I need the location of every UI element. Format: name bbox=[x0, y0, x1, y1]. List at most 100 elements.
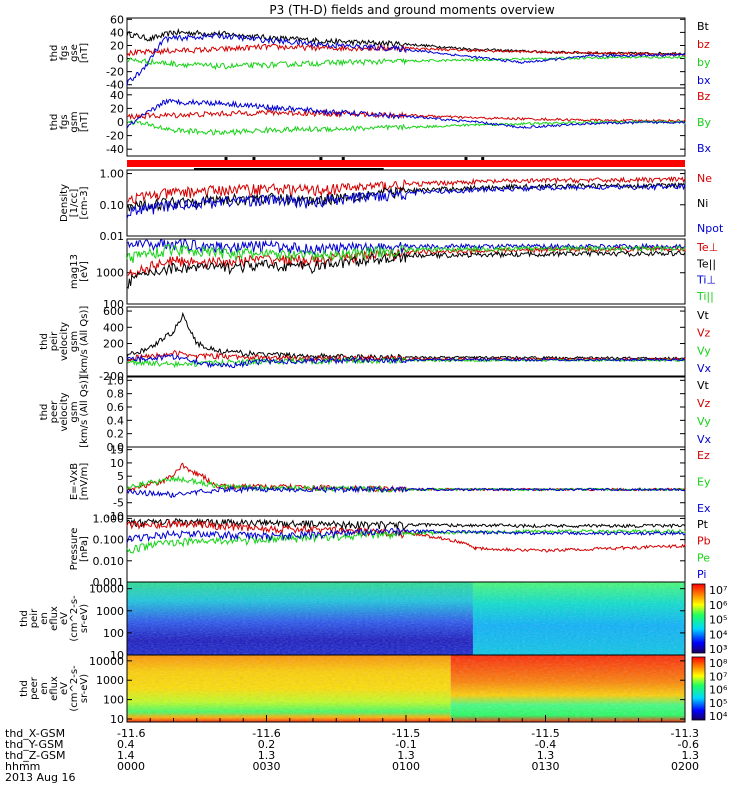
series-group-pressure bbox=[126, 517, 686, 554]
x-tick-label-y-gsm: 0.4 bbox=[117, 738, 135, 751]
legend-pb: Pb bbox=[697, 535, 711, 548]
y-tick-label: 0.10 bbox=[100, 199, 125, 212]
y-tick-label: 1.000 bbox=[93, 512, 125, 525]
series-bz bbox=[126, 43, 686, 57]
y-axis-label: Pressure bbox=[69, 528, 80, 571]
legend-bz: Bz bbox=[697, 90, 711, 103]
y-axis-label: sr-eV) bbox=[79, 604, 90, 633]
legend-ey: Ey bbox=[697, 476, 711, 489]
x-tick-label-z-gsm: 1.3 bbox=[258, 749, 276, 762]
panel-temperature: 1000 100 mag13 [eV] Te⊥ Te|| Ti⊥ Ti|| bbox=[69, 238, 718, 311]
series-ne bbox=[126, 175, 686, 205]
y-axis-label: thd bbox=[49, 114, 60, 131]
y-axis-label: peer bbox=[49, 400, 60, 424]
y-tick-label: 0.010 bbox=[93, 555, 125, 568]
series-bx bbox=[126, 98, 686, 129]
y-axis-label: thd bbox=[19, 680, 30, 697]
panel-pressure: 1.000 0.100 0.010 0.001 Pressure [nPa] Pt Pb Pe P… bbox=[69, 512, 711, 589]
x-tick-label-hhmm: 0000 bbox=[117, 760, 145, 773]
legend-pt: Pt bbox=[697, 518, 709, 531]
legend-vz: Vz bbox=[697, 327, 711, 340]
legend-bx: bx bbox=[697, 74, 711, 87]
y-tick-label: 100 bbox=[103, 298, 124, 311]
x-tick-label-x-gsm: -11.6 bbox=[252, 727, 280, 740]
y-axis-label: thd bbox=[39, 333, 50, 350]
x-tick-label-y-gsm: -0.1 bbox=[395, 738, 416, 751]
legend-te: Te⊥ bbox=[696, 241, 718, 254]
series-pb bbox=[126, 518, 686, 553]
series-pi bbox=[126, 527, 686, 544]
colorbar-tick-label: 10⁶ bbox=[709, 684, 728, 697]
y-tick-label: -40 bbox=[106, 79, 124, 92]
y-axis-label: eV bbox=[59, 682, 70, 695]
y-tick-label: 5 bbox=[117, 470, 124, 483]
y-tick-label: 200 bbox=[103, 338, 124, 351]
colorbar-tick-label: 10⁵ bbox=[709, 697, 727, 710]
series-ti bbox=[126, 243, 686, 263]
y-axis-label: gse bbox=[69, 44, 80, 62]
y-tick-label: 0.2 bbox=[107, 428, 125, 441]
x-row-label: hhmm bbox=[5, 760, 40, 773]
y-axis-label: thd bbox=[49, 45, 60, 62]
y-tick-label: 10 bbox=[110, 649, 124, 662]
series-vx bbox=[126, 353, 686, 369]
y-tick-label: 100 bbox=[103, 627, 124, 640]
legend-vt: Vt bbox=[697, 379, 710, 392]
series-group-fgs-gse bbox=[126, 27, 686, 86]
colorbar-tick-label: 10⁴ bbox=[709, 628, 728, 641]
y-tick-label: -40 bbox=[106, 143, 124, 156]
y-tick-label: 1.0 bbox=[107, 374, 125, 387]
x-tick-label-x-gsm: -11.6 bbox=[117, 727, 145, 740]
colorbar-tick-label: 10⁷ bbox=[709, 670, 727, 683]
y-tick-label: 0 bbox=[117, 53, 124, 66]
series-vt bbox=[126, 311, 686, 362]
x-tick-label-hhmm: 0130 bbox=[532, 760, 560, 773]
y-axis-label: [km/s (All Qs)] bbox=[79, 306, 90, 378]
x-tick-label-hhmm: 0200 bbox=[671, 760, 699, 773]
x-tick-label-x-gsm: -11.3 bbox=[671, 727, 699, 740]
y-axis-label: [km/s (All Qs)] bbox=[79, 376, 90, 448]
y-tick-label: 1000 bbox=[96, 674, 124, 687]
x-tick-label-y-gsm: 0.2 bbox=[258, 738, 276, 751]
flag-marker bbox=[319, 157, 323, 160]
y-axis-label: eflux bbox=[49, 606, 60, 631]
series-bz bbox=[126, 108, 686, 123]
y-tick-label: 1000 bbox=[96, 605, 124, 618]
y-axis-label: thd bbox=[19, 610, 30, 627]
legend-vz: Vz bbox=[697, 397, 711, 410]
series-group-efield bbox=[126, 462, 686, 499]
y-tick-label: 0.0 bbox=[107, 441, 125, 454]
y-tick-label: 0 bbox=[117, 116, 124, 129]
data-quality-bar bbox=[127, 160, 685, 167]
y-axis-label: peir bbox=[29, 608, 40, 628]
y-tick-label: -200 bbox=[99, 370, 124, 383]
y-tick-label: 40 bbox=[110, 26, 124, 39]
series-group-peir-velocity bbox=[126, 311, 686, 369]
y-axis-label: sr-eV) bbox=[79, 674, 90, 703]
y-tick-label: 0.001 bbox=[93, 576, 125, 589]
plot-title: P3 (TH-D) fields and ground moments over… bbox=[269, 3, 554, 17]
flag-marker bbox=[481, 157, 485, 160]
legend-pi: Pi bbox=[697, 568, 706, 581]
y-axis-label: peir bbox=[49, 331, 60, 351]
y-axis-label: mag13 bbox=[69, 254, 80, 289]
y-axis-label: (cm^2-s- bbox=[69, 665, 80, 712]
date-label: 2013 Aug 16 bbox=[5, 771, 75, 784]
y-tick-label: 15 bbox=[110, 444, 124, 457]
series-group-temperature bbox=[126, 239, 686, 289]
y-tick-label: 100 bbox=[103, 694, 124, 707]
y-axis-label: peer bbox=[29, 676, 40, 700]
y-tick-label: 1.00 bbox=[100, 168, 125, 181]
x-row-label: thd_X-GSM bbox=[5, 727, 65, 740]
colorbar bbox=[691, 583, 706, 654]
y-tick-label: 20 bbox=[110, 102, 124, 115]
y-axis-label: [nT] bbox=[79, 43, 90, 63]
series-te bbox=[126, 250, 686, 289]
y-tick-label: 0.4 bbox=[107, 414, 125, 427]
y-axis-label: eV bbox=[59, 612, 70, 625]
y-axis-label: thd bbox=[39, 404, 50, 421]
y-tick-label: 0 bbox=[117, 354, 124, 367]
y-tick-label: 10 bbox=[110, 457, 124, 470]
